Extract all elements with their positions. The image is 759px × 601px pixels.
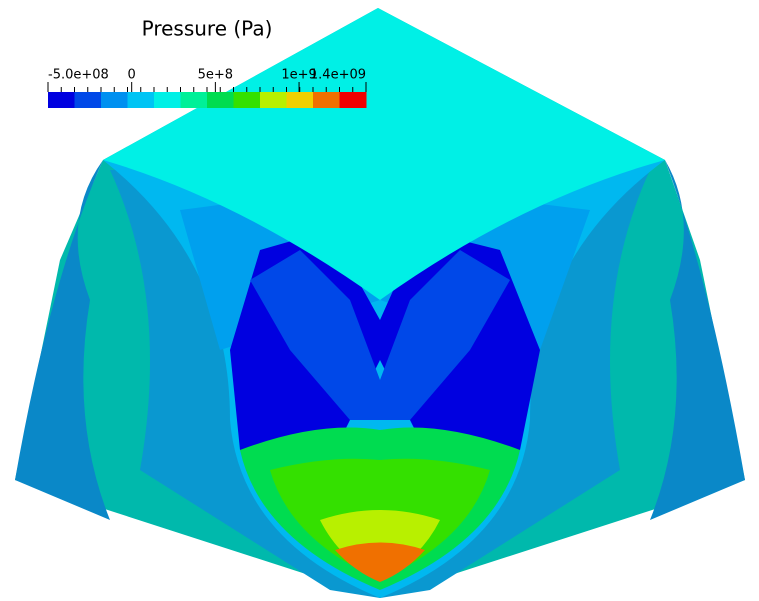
tick-label: 5e+8: [198, 68, 233, 83]
colorbar-title: Pressure (Pa): [142, 17, 273, 41]
render: Pressure (Pa) -5.0e+0805e+81e+91.4e+09: [0, 0, 759, 601]
colorbar-swatch: [75, 92, 102, 108]
colorbar-swatch: [128, 92, 155, 108]
tick-label: 0: [128, 68, 136, 83]
colorbar-swatch: [340, 92, 367, 108]
tick-label: 1.4e+09: [310, 68, 366, 83]
colorbar-swatch: [313, 92, 340, 108]
colorbar-swatch: [48, 92, 75, 108]
colorbar-swatch: [181, 92, 208, 108]
colorbar-swatch: [154, 92, 181, 108]
colorbar-swatch: [234, 92, 261, 108]
colorbar-swatch: [260, 92, 287, 108]
tick-label: -5.0e+08: [48, 68, 109, 83]
colorbar-swatch: [287, 92, 314, 108]
colorbar-swatch: [207, 92, 234, 108]
colorbar-swatch: [101, 92, 128, 108]
